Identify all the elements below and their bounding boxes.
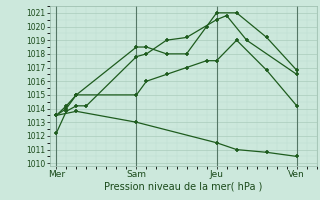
X-axis label: Pression niveau de la mer( hPa ): Pression niveau de la mer( hPa ) [104,182,262,192]
